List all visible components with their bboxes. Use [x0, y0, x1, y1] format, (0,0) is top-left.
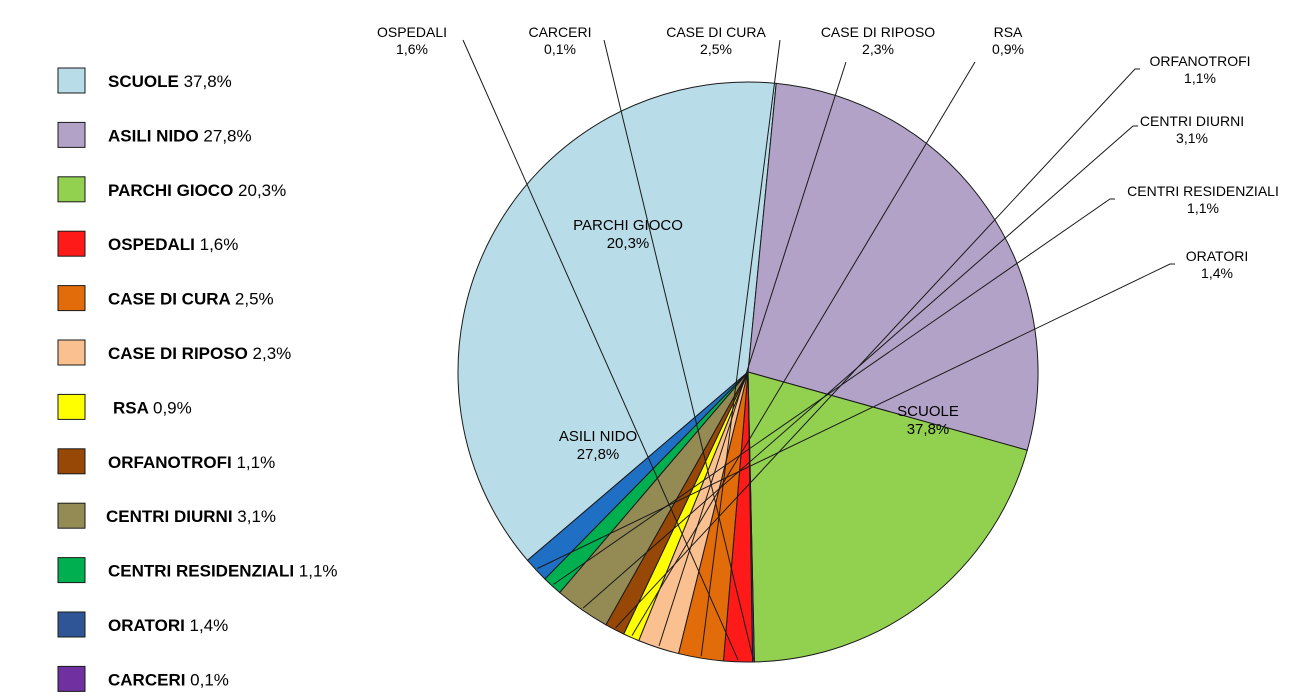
slice-label-asili-nido: ASILI NIDO [559, 428, 637, 445]
legend-item-carceri: CARCERI 0,1% [108, 670, 229, 689]
legend-swatch-ospedali [57, 230, 86, 257]
legend-swatch-scuole [57, 67, 86, 94]
callout-label-carceri: CARCERI [528, 24, 591, 40]
leader-line-case-di-riposo [658, 61, 847, 647]
callout-value-rsa: 0,9% [992, 41, 1024, 57]
legend-item-case-di-riposo: CASE DI RIPOSO 2,3% [108, 344, 291, 363]
leader-line-rsa [631, 61, 976, 636]
callout-label-orfanotrofi: ORFANOTROFI [1149, 53, 1250, 69]
callout-value-case-di-riposo: 2,3% [862, 41, 894, 57]
pie-slice-scuole [457, 81, 777, 562]
callout-label-centri-residenziali: CENTRI RESIDENZIALI [1127, 183, 1279, 199]
legend-item-centri-diurni: CENTRI DIURNI 3,1% [106, 507, 276, 526]
legend-item-orfanotrofi: ORFANOTROFI 1,1% [108, 453, 275, 472]
pie-slices [457, 81, 1039, 663]
callout-value-ospedali: 1,6% [396, 41, 428, 57]
legend-item-scuole: SCUOLE 37,8% [108, 72, 232, 91]
slice-value-asili-nido: 27,8% [577, 446, 620, 463]
legend-item-asili-nido: ASILI NIDO 27,8% [108, 126, 252, 145]
leader-line-centri-residenziali [553, 198, 1115, 585]
legend-swatch-orfanotrofi [57, 448, 86, 475]
legend-item-case-di-cura: CASE DI CURA 2,5% [108, 290, 274, 309]
legend-swatch-oratori [57, 611, 86, 638]
legend-swatch-case-di-cura [57, 285, 86, 312]
callout-value-centri-residenziali: 1,1% [1187, 200, 1219, 216]
pie-slice-asili-nido [747, 82, 1039, 451]
leader-line-orfanotrofi [615, 68, 1140, 629]
callout-value-centri-diurni: 3,1% [1176, 130, 1208, 146]
leader-line-case-di-cura [700, 39, 781, 657]
callout-label-case-di-riposo: CASE DI RIPOSO [821, 24, 935, 40]
callout-leader-lines [462, 39, 1175, 661]
legend-swatch-case-di-riposo [57, 339, 86, 366]
legend-item-centri-residenziali: CENTRI RESIDENZIALI 1,1% [108, 562, 338, 581]
callout-label-rsa: RSA [994, 24, 1023, 40]
leader-line-ospedali [462, 39, 739, 661]
legend-swatch-rsa [57, 393, 86, 420]
callout-label-ospedali: OSPEDALI [377, 24, 447, 40]
legend-item-ospedali: OSPEDALI 1,6% [108, 235, 238, 254]
pie-slice-parchi-gioco [747, 371, 1028, 663]
callout-value-orfanotrofi: 1,1% [1184, 70, 1216, 86]
legend-item-parchi-gioco: PARCHI GIOCO 20,3% [108, 181, 286, 200]
slice-label-scuole: SCUOLE [897, 403, 959, 420]
legend-item-oratori: ORATORI 1,4% [108, 616, 228, 635]
slice-value-scuole: 37,8% [907, 421, 950, 438]
legend-swatch-parchi-gioco [57, 176, 86, 203]
slice-label-parchi-gioco: PARCHI GIOCO [573, 217, 683, 234]
leader-line-centri-diurni [582, 125, 1138, 609]
chart-legend: SCUOLE 37,8% ASILI NIDO 27,8% PARCHI GIOCO… [57, 67, 338, 692]
callout-value-oratori: 1,4% [1201, 265, 1233, 281]
callout-value-case-di-cura: 2,5% [700, 41, 732, 57]
legend-swatch-centri-diurni [57, 502, 86, 529]
leader-line-oratori [537, 263, 1175, 569]
callout-label-oratori: ORATORI [1186, 248, 1249, 264]
callout-label-centri-diurni: CENTRI DIURNI [1140, 113, 1244, 129]
legend-swatch-carceri [57, 665, 86, 692]
callout-label-case-di-cura: CASE DI CURA [666, 24, 766, 40]
leader-line-carceri [603, 39, 754, 661]
legend-item-rsa: RSA 0,9% [113, 398, 192, 417]
callout-value-carceri: 0,1% [544, 41, 576, 57]
legend-swatch-centri-residenziali [57, 557, 86, 584]
slice-value-parchi-gioco: 20,3% [607, 235, 650, 252]
legend-swatch-asili-nido [57, 121, 86, 148]
pie-slice-oratori [526, 371, 749, 580]
